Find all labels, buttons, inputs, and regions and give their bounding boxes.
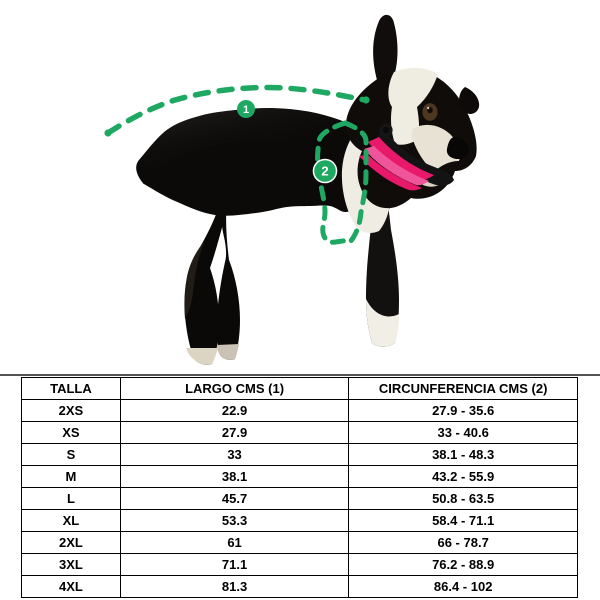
svg-text:1: 1: [243, 104, 249, 116]
svg-text:2: 2: [321, 164, 328, 179]
